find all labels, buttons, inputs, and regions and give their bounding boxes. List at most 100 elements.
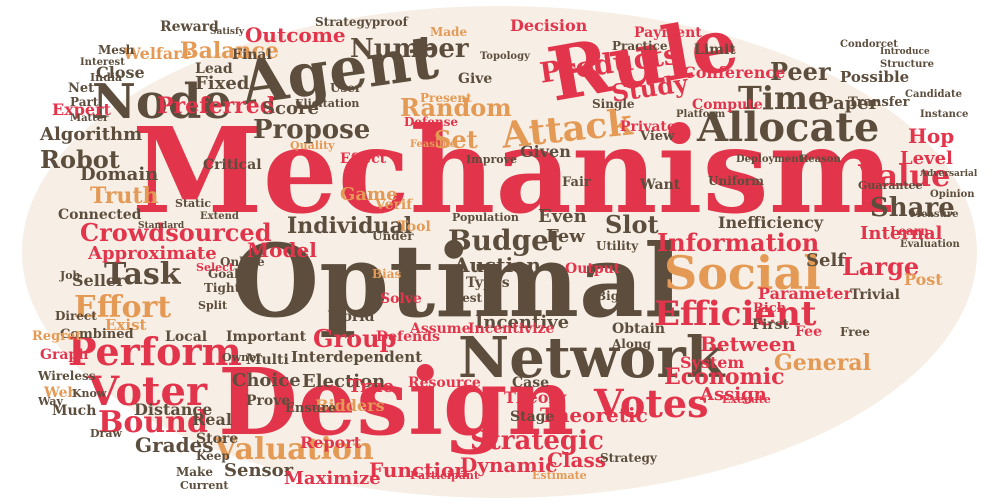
word-level: Level xyxy=(900,148,953,169)
word-preferred: Preferred xyxy=(157,93,276,119)
word-practice: Practice xyxy=(612,39,668,53)
word-few: Few xyxy=(546,226,585,247)
word-conference: Conference xyxy=(683,63,786,82)
word-way: Way xyxy=(38,395,63,408)
word-make: Make xyxy=(176,465,214,479)
word-possible: Possible xyxy=(840,68,910,86)
word-ensure: Ensure xyxy=(285,401,337,416)
word-view: View xyxy=(640,129,675,144)
word-india: India xyxy=(90,71,123,84)
word-interest: Interest xyxy=(80,57,125,68)
word-want: Want xyxy=(640,177,681,193)
word-guarantee: Guarantee xyxy=(858,179,923,192)
word-goal: Goal xyxy=(208,267,239,281)
word-close: Close xyxy=(96,63,145,82)
word-final: Final xyxy=(232,47,272,63)
word-opinion: Opinion xyxy=(930,189,975,200)
word-direct: Direct xyxy=(55,309,97,323)
word-multi: Multi xyxy=(246,352,289,368)
word-assume: Assume xyxy=(410,321,471,337)
cloud-shape xyxy=(22,6,977,498)
word-maximize: Maximize xyxy=(284,468,381,489)
word-welfare: Welfare xyxy=(123,44,192,63)
word-report: Report xyxy=(300,433,362,452)
word-estimate: Estimate xyxy=(532,469,587,482)
word-know: Know xyxy=(72,387,107,400)
word-wireless: Wireless xyxy=(38,369,96,383)
word-time: Time xyxy=(738,79,829,117)
word-social: Social xyxy=(664,246,821,300)
word-elicitation: Elicitation xyxy=(295,97,360,110)
word-parameter: Parameter xyxy=(758,284,852,303)
word-assign: Assign xyxy=(700,384,767,405)
word-network: Network xyxy=(458,325,725,391)
word-improve: Improve xyxy=(466,153,517,166)
word-share: Share xyxy=(870,193,955,223)
word-split: Split xyxy=(198,299,228,312)
word-net: Net xyxy=(68,81,95,96)
word-deployment: Deployment xyxy=(736,154,804,165)
word-function: Function xyxy=(369,458,469,482)
word-standard: Standard xyxy=(138,221,185,231)
word-private: Private xyxy=(620,119,676,135)
word-mesh: Mesh xyxy=(98,43,135,57)
word-transfer: Transfer xyxy=(848,95,910,110)
word-utility: Utility xyxy=(596,239,639,253)
word-strategy: Strategy xyxy=(600,451,657,465)
word-uniform: Uniform xyxy=(708,174,764,188)
word-tight: Tight xyxy=(204,281,241,295)
word-hop: Hop xyxy=(908,124,955,148)
word-exist: Exist xyxy=(105,316,147,334)
word-votes: Votes xyxy=(594,381,709,426)
word-random: Random xyxy=(400,93,512,122)
word-draw: Draw xyxy=(90,427,122,440)
word-group: Group xyxy=(313,324,397,353)
word-between: Between xyxy=(700,332,797,356)
word-online: Online xyxy=(220,255,265,269)
word-store: Store xyxy=(196,431,239,447)
word-first: First xyxy=(752,317,789,333)
word-game: Game xyxy=(340,184,398,205)
word-obtain: Obtain xyxy=(612,321,666,337)
word-effect: Effect xyxy=(340,151,387,167)
word-connected: Connected xyxy=(58,207,142,223)
word-web: Web xyxy=(44,385,78,401)
word-candidate: Candidate xyxy=(905,89,962,100)
word-strategic: Strategic xyxy=(470,426,604,456)
word-defense: Defense xyxy=(404,115,458,129)
word-learn: Learn xyxy=(890,224,929,238)
word-expert: Expert xyxy=(52,100,111,119)
word-given: Given xyxy=(520,142,571,161)
word-resource: Resource xyxy=(408,375,481,391)
word-design: Design xyxy=(218,348,575,456)
word-topology: Topology xyxy=(480,51,530,62)
word-seller: Seller xyxy=(72,271,125,290)
word-value: Value xyxy=(858,159,951,194)
word-job: Job xyxy=(60,269,81,282)
word-theory: Theory xyxy=(504,388,567,407)
word-paper: Paper xyxy=(820,93,879,114)
word-robot: Robot xyxy=(40,145,120,174)
word-tool: Tool xyxy=(398,219,431,235)
word-fair: Fair xyxy=(562,175,591,190)
word-node: Node xyxy=(92,74,232,130)
word-efficient: Efficient xyxy=(654,294,817,334)
word-outcome: Outcome xyxy=(245,23,346,47)
word-introduce: Introduce xyxy=(880,47,930,57)
word-bias: Bias xyxy=(372,267,402,281)
word-best: Best xyxy=(452,291,483,305)
word-under: Under xyxy=(372,229,414,243)
word-feasible: Feasible xyxy=(410,139,456,150)
word-incentivize: Incentivize xyxy=(468,321,555,337)
word-bidders: Bidders xyxy=(315,396,385,415)
word-budget: Budget xyxy=(448,224,562,257)
word-allocate: Allocate xyxy=(697,104,880,151)
word-big: Big xyxy=(596,289,620,303)
word-propose: Propose xyxy=(253,115,371,145)
word-critical: Critical xyxy=(203,157,262,173)
word-graph: Graph xyxy=(40,347,89,363)
word-matter: Matter xyxy=(70,113,109,124)
word-domain: Domain xyxy=(80,164,159,185)
word-platform: Platform xyxy=(676,109,726,120)
